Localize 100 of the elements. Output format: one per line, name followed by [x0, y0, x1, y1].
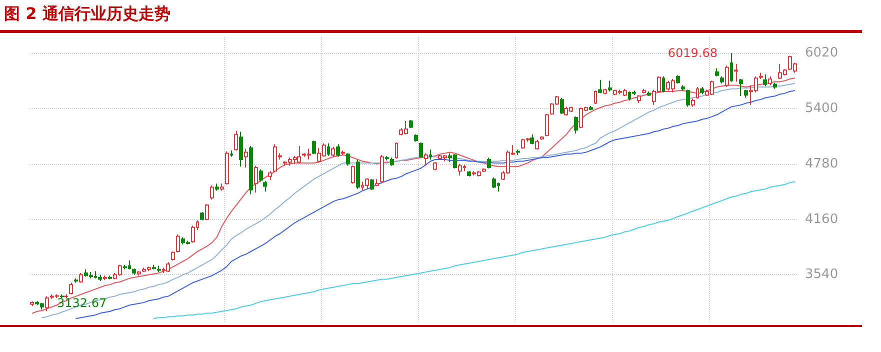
candlestick	[574, 116, 578, 134]
candlestick	[69, 282, 73, 295]
candlestick	[176, 234, 180, 253]
candlestick	[589, 105, 593, 111]
candlestick	[686, 89, 690, 108]
candlestick	[560, 97, 564, 114]
candlestick	[773, 82, 777, 90]
candlestick	[45, 296, 49, 312]
candlestick	[409, 120, 413, 129]
candlestick	[254, 165, 258, 194]
candlestick	[166, 262, 170, 273]
candlestick	[700, 86, 704, 95]
candlestick	[734, 63, 738, 82]
candlestick	[608, 80, 612, 92]
candlestick	[725, 65, 729, 88]
candlestick	[103, 275, 107, 281]
candlestick	[637, 94, 641, 104]
candlestick	[123, 264, 127, 270]
candlestick	[419, 142, 423, 158]
candlestick	[259, 168, 263, 182]
candlestick	[312, 140, 316, 155]
candlestick	[205, 204, 209, 221]
candlestick	[458, 163, 462, 176]
candlestick	[535, 139, 539, 150]
candlestick	[691, 98, 695, 108]
candlestick	[720, 76, 724, 84]
candlestick	[30, 301, 34, 307]
candlestick	[157, 265, 161, 273]
candlestick	[210, 184, 214, 200]
candlestick	[336, 144, 340, 158]
annotation: 6019.68	[668, 46, 718, 60]
candlestick	[132, 268, 136, 276]
y-tick-label: 4780	[805, 156, 838, 172]
line-series	[153, 181, 796, 320]
candlestick	[234, 130, 238, 152]
candlestick	[98, 274, 102, 282]
candlestick	[768, 76, 772, 86]
candlestick	[346, 152, 350, 166]
candlestick	[603, 88, 607, 95]
annotation: 3132.67	[56, 296, 107, 310]
candlestick	[331, 146, 335, 158]
candlestick	[356, 158, 360, 190]
chart-title: 图 2 通信行业历史走势	[4, 4, 170, 25]
candlestick	[429, 149, 432, 160]
candlestick	[268, 170, 272, 180]
y-tick-label: 5400	[805, 101, 838, 116]
candlestick	[200, 212, 204, 221]
candlestick	[137, 270, 141, 276]
candlestick	[341, 150, 345, 156]
candlestick	[642, 88, 646, 94]
candlestick	[530, 134, 534, 145]
candlestick	[327, 142, 330, 156]
candlestick	[230, 150, 233, 158]
candlestick	[375, 178, 379, 187]
candlestick	[390, 157, 394, 166]
candlestick	[759, 72, 763, 80]
candlestick	[492, 176, 496, 189]
candlestick	[263, 180, 267, 192]
candlestick	[594, 90, 597, 105]
candlestick	[744, 89, 748, 98]
candlestick	[249, 146, 253, 195]
candlestick	[220, 183, 224, 192]
candlestick	[370, 178, 374, 190]
candlestick	[380, 154, 384, 184]
candlestick	[64, 294, 68, 298]
candlestick	[545, 113, 549, 137]
candlestick	[225, 150, 229, 185]
candlestick	[351, 165, 355, 184]
candlestick	[385, 155, 389, 161]
candlestick	[467, 170, 471, 177]
candlestick	[681, 84, 685, 92]
candlestick	[763, 74, 767, 87]
candlestick	[433, 162, 437, 171]
candlestick	[696, 86, 699, 100]
candlestick	[152, 264, 156, 270]
y-tick-label: 6020	[805, 46, 838, 61]
candlestick	[676, 74, 680, 84]
candlestick	[647, 91, 651, 96]
candlestick	[516, 149, 520, 156]
candlestick	[60, 294, 64, 298]
candlestick	[244, 148, 248, 168]
candlestick	[414, 134, 418, 142]
candlestick	[739, 78, 743, 96]
candlestick	[171, 251, 175, 261]
candlestick	[540, 136, 544, 140]
candlestick	[730, 52, 733, 82]
candlestick	[598, 79, 602, 94]
candlestick	[239, 131, 243, 168]
candlestick	[662, 76, 665, 93]
candlestick	[108, 275, 112, 280]
candlestick	[297, 146, 301, 164]
candlestick	[482, 168, 486, 172]
candlestick	[715, 68, 719, 77]
candlestick	[365, 178, 369, 190]
candlestick	[215, 183, 219, 192]
candlestick	[79, 272, 83, 284]
candlestick	[424, 152, 428, 166]
y-tick-label: 4160	[805, 212, 838, 227]
candlestick	[395, 142, 398, 160]
candlestick	[74, 278, 78, 284]
